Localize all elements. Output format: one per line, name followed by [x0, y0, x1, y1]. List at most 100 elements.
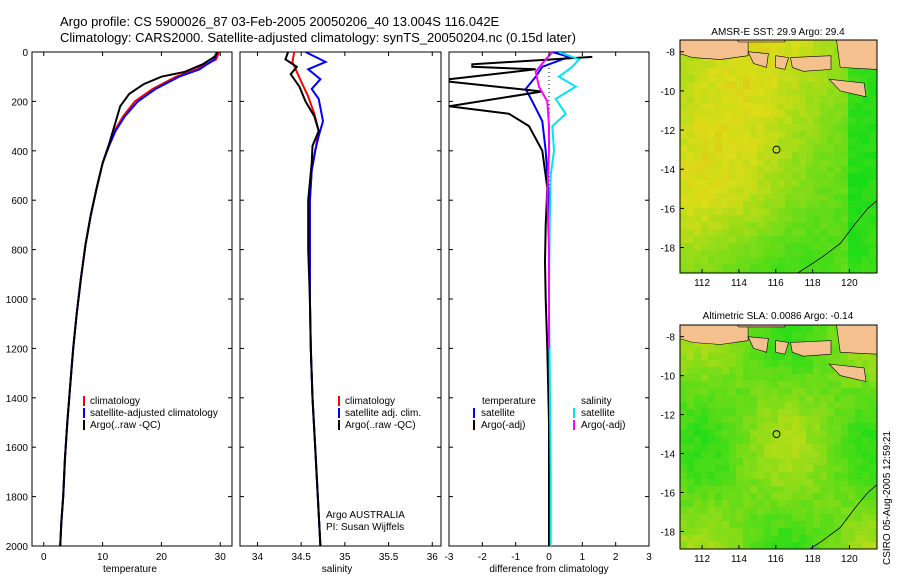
- map-cell: [799, 451, 807, 459]
- map-cell: [743, 82, 751, 90]
- map-cell: [792, 395, 800, 403]
- map-cell: [806, 437, 814, 445]
- map-cell: [694, 61, 702, 69]
- map-cell: [743, 145, 751, 153]
- map-cell: [841, 402, 849, 410]
- map-cell: [855, 437, 863, 445]
- map-cell: [869, 215, 877, 223]
- map-cell: [764, 542, 772, 549]
- map-cell: [680, 89, 688, 97]
- map-cell: [757, 271, 765, 273]
- map-cell: [771, 514, 779, 522]
- map-cell: [729, 486, 737, 494]
- map-cell: [750, 103, 758, 111]
- map-cell: [848, 173, 856, 181]
- map-cell: [736, 514, 744, 522]
- map-cell: [820, 479, 828, 487]
- map-cell: [687, 521, 695, 529]
- map-cell: [687, 339, 695, 347]
- map-cell: [743, 166, 751, 174]
- map-cell: [785, 89, 793, 97]
- map-cell: [736, 535, 744, 543]
- map-cell: [834, 409, 842, 417]
- map-cell: [729, 201, 737, 209]
- map-cell: [869, 437, 877, 445]
- map-cell: [736, 339, 744, 347]
- map-cell: [862, 250, 870, 258]
- map-cell: [785, 68, 793, 76]
- map-cell: [834, 542, 842, 549]
- map-cell: [771, 110, 779, 118]
- map-cell: [813, 500, 821, 508]
- legend-satellite-adj: satellite adj. clim.: [345, 408, 421, 419]
- map-cell: [827, 367, 835, 375]
- map-cell: [764, 367, 772, 375]
- map-cell: [701, 542, 709, 549]
- map-cell: [708, 514, 716, 522]
- map-cell: [862, 444, 870, 452]
- map-cell: [848, 75, 856, 83]
- map-cell: [806, 40, 814, 48]
- map-cell: [792, 103, 800, 111]
- land-shape: [747, 51, 769, 68]
- map-cell: [708, 89, 716, 97]
- map-cell: [701, 416, 709, 424]
- map-cell: [778, 47, 786, 55]
- map-cell: [848, 208, 856, 216]
- map-cell: [862, 367, 870, 375]
- map-cell: [694, 465, 702, 473]
- map-cell: [694, 180, 702, 188]
- coastline: [797, 200, 877, 273]
- land-shape: [790, 340, 832, 357]
- map-lat-tick: -8: [666, 333, 675, 344]
- map-cell: [694, 96, 702, 104]
- map-cell: [841, 374, 849, 382]
- map-cell: [813, 145, 821, 153]
- map-cell: [694, 68, 702, 76]
- map-cell: [736, 257, 744, 265]
- map-cell: [778, 367, 786, 375]
- map-cell: [736, 243, 744, 251]
- map-cell: [785, 430, 793, 438]
- map-cell: [771, 388, 779, 396]
- map-cell: [771, 493, 779, 501]
- map-cell: [869, 229, 877, 237]
- map-cell: [715, 236, 723, 244]
- map-cell: [813, 110, 821, 118]
- map-cell: [771, 68, 779, 76]
- map-cell: [757, 542, 765, 549]
- map-cell: [806, 325, 814, 333]
- map-cell: [708, 346, 716, 354]
- map-cell: [785, 479, 793, 487]
- map-cell: [799, 40, 807, 48]
- map-cell: [820, 451, 828, 459]
- map-cell: [820, 229, 828, 237]
- map-cell: [715, 395, 723, 403]
- map-cell: [743, 451, 751, 459]
- map-cell: [715, 437, 723, 445]
- map-cell: [757, 208, 765, 216]
- map-lat-tick: -14: [661, 165, 676, 176]
- map-cell: [701, 486, 709, 494]
- map-cell: [799, 68, 807, 76]
- salinity-panel: 34 34.5 35 35.5 36 salinity climatology sate…: [239, 51, 442, 575]
- map-cell: [680, 451, 688, 459]
- map-cell: [813, 96, 821, 104]
- map-cell: [722, 486, 730, 494]
- map-cell: [862, 458, 870, 466]
- map-cell: [855, 479, 863, 487]
- map-lon-tick: 116: [768, 278, 784, 289]
- map-cell: [729, 479, 737, 487]
- map-cell: [680, 61, 688, 69]
- map-cell: [743, 339, 751, 347]
- map-cell: [729, 542, 737, 549]
- map-cell: [715, 103, 723, 111]
- map-cell: [715, 409, 723, 417]
- map-cell: [813, 152, 821, 160]
- map-cell: [701, 152, 709, 160]
- map-cell: [694, 138, 702, 146]
- map-cell: [764, 381, 772, 389]
- map-cell: [827, 264, 835, 272]
- map-cell: [813, 423, 821, 431]
- map-cell: [687, 103, 695, 111]
